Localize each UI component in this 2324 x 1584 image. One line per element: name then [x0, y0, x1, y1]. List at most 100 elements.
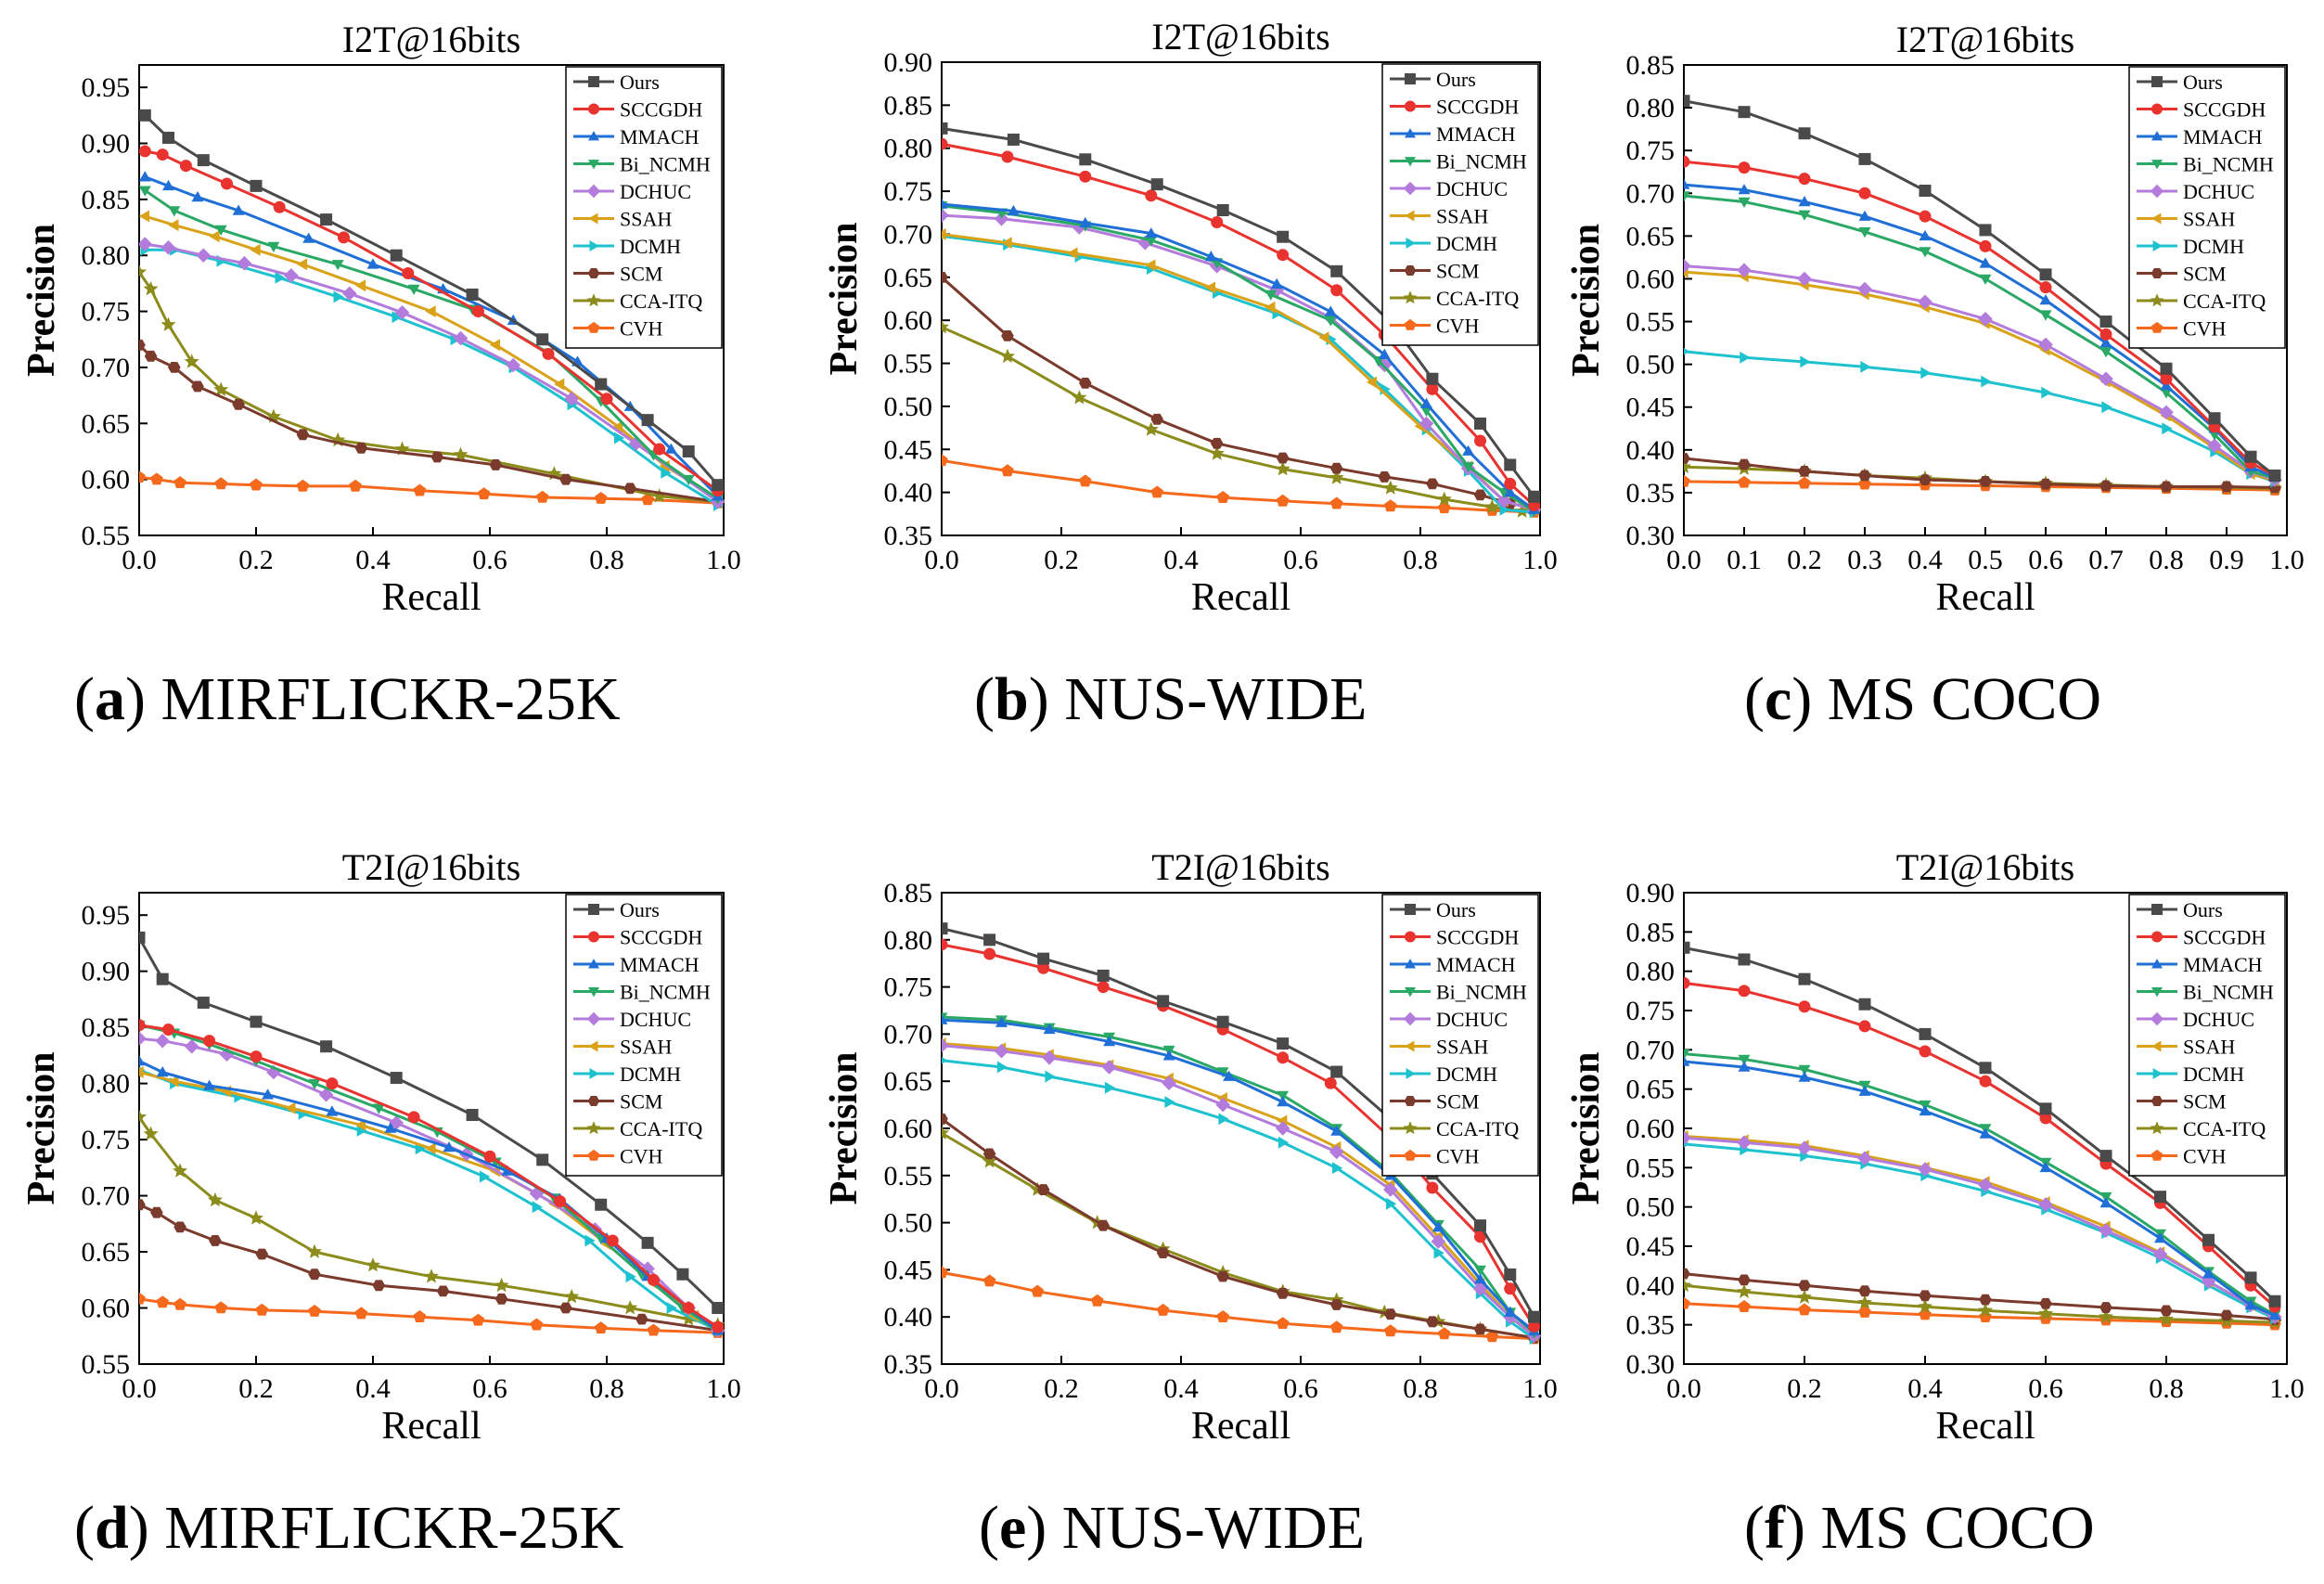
data-point-scm: [2039, 1297, 2052, 1309]
data-point-sccgdh: [1979, 1075, 1992, 1088]
data-point-scm: [1276, 452, 1290, 464]
series-line-ours: [1684, 99, 2276, 477]
x-tick-label: 0.6: [472, 1373, 507, 1404]
x-tick-label: 0.2: [238, 545, 274, 575]
data-point-scm: [168, 362, 181, 373]
data-point-bi_ncmh: [1265, 290, 1278, 301]
y-tick-label: 0.55: [884, 1161, 933, 1191]
data-point-scm: [1426, 478, 1439, 490]
data-point-sccgdh: [1504, 1282, 1517, 1295]
data-point-sccgdh: [542, 347, 555, 360]
data-point-cvh: [173, 1297, 186, 1310]
data-point-dcmh: [942, 1057, 948, 1064]
data-point-dcmh: [1499, 503, 1510, 516]
y-tick-label: 0.30: [1626, 1349, 1676, 1380]
data-point-mmach: [1324, 305, 1337, 316]
legend-marker-sccgdh: [2151, 103, 2163, 115]
data-point-sccgdh: [2160, 372, 2173, 385]
data-point-mmach: [1103, 1036, 1116, 1047]
legend-marker-dchuc: [586, 184, 601, 199]
data-point-scm: [2099, 480, 2112, 492]
data-point-dchuc: [394, 305, 410, 320]
data-point-bi_ncmh: [1145, 236, 1158, 247]
data-point-ours: [2099, 316, 2112, 328]
data-point-scm: [494, 1293, 508, 1305]
x-tick-label: 0.3: [1847, 545, 1882, 575]
data-point-scm: [150, 1206, 163, 1218]
y-tick-label: 0.60: [82, 1294, 131, 1324]
legend-marker-dcmh: [2152, 240, 2163, 251]
panel-dataset: MS COCO: [1820, 1494, 2094, 1562]
legend-label: DCHUC: [1436, 1008, 1508, 1031]
data-point-sccgdh: [179, 160, 192, 173]
legend-marker-bi_ncmh: [1405, 987, 1416, 998]
data-point-sccgdh: [221, 177, 233, 190]
data-point-bi_ncmh: [1738, 197, 1751, 208]
series-line-mmach: [1684, 1060, 2276, 1317]
y-tick-label: 0.45: [1626, 1231, 1676, 1262]
data-point-cvh: [1383, 1324, 1397, 1337]
data-point-cca-itq: [1275, 461, 1290, 476]
data-point-sccgdh: [1919, 210, 1932, 223]
y-tick-label: 0.50: [884, 1208, 933, 1239]
data-point-ours: [466, 288, 479, 301]
data-point-ssah: [139, 210, 149, 223]
x-tick-label: 0.6: [2028, 1373, 2063, 1404]
legend-label: CVH: [620, 1145, 663, 1168]
data-point-ours: [1504, 458, 1517, 471]
data-point-mmach: [2099, 1197, 2112, 1208]
data-point-scm: [1329, 462, 1343, 474]
data-point-scm: [354, 442, 368, 454]
data-point-mmach: [2154, 1232, 2166, 1243]
data-point-mmach: [1919, 1104, 1932, 1116]
y-axis-label: Precision: [823, 1052, 866, 1205]
data-point-sccgdh: [2039, 281, 2052, 294]
data-point-ours: [1474, 417, 1486, 430]
data-point-scm: [144, 350, 158, 362]
data-point-cca-itq: [1978, 1303, 1993, 1318]
legend-marker-dchuc: [1403, 181, 1418, 196]
data-point-ours: [2039, 1102, 2052, 1115]
data-point-bi_ncmh: [331, 260, 344, 271]
data-point-ours: [1079, 153, 1092, 166]
data-point-ours: [942, 122, 948, 135]
x-tick-label: 0.1: [1727, 545, 1762, 575]
y-tick-label: 0.70: [82, 1181, 131, 1212]
data-point-scm: [139, 1199, 146, 1211]
x-tick-label: 1.0: [706, 545, 741, 575]
data-point-ours: [1738, 106, 1751, 119]
data-point-ours: [1684, 941, 1690, 954]
data-point-dchuc: [155, 1033, 170, 1049]
data-point-cca-itq: [366, 1257, 380, 1272]
data-point-sccgdh: [1919, 1045, 1932, 1058]
series-line-dcmh: [1684, 1142, 2276, 1320]
y-tick-label: 0.60: [1626, 264, 1676, 294]
panel-dataset: NUS-WIDE: [1064, 665, 1367, 733]
data-point-cca-itq: [453, 446, 469, 461]
chart-panel-e: T2I@16bits 0.0 0.2 0.4 0.6 0.8 1.0 0.35 0.40 0.45…: [823, 846, 1558, 1562]
data-point-dchuc: [628, 436, 644, 451]
data-point-mmach: [1858, 1085, 1871, 1096]
data-point-scm: [1738, 1274, 1751, 1286]
y-tick-label: 0.75: [1626, 135, 1676, 166]
legend-marker-mmach: [2151, 131, 2163, 141]
data-point-scm: [1276, 1287, 1290, 1299]
x-axis-label: Recall: [381, 1405, 481, 1448]
data-point-ours: [2244, 1271, 2257, 1284]
legend-label: SSAH: [1436, 205, 1488, 228]
y-tick-label: 0.50: [1626, 350, 1676, 380]
legend-label: MMACH: [2183, 953, 2263, 976]
data-point-dcmh: [333, 290, 344, 303]
data-point-cvh: [1438, 501, 1451, 514]
data-point-mmach: [1919, 229, 1932, 241]
data-point-mmach: [302, 232, 315, 243]
legend-label: Bi_NCMH: [620, 981, 711, 1004]
data-point-scm: [2160, 481, 2173, 493]
legend-marker-bi_ncmh: [2151, 160, 2163, 170]
series-line-mmach: [942, 202, 1535, 511]
data-point-dchuc: [1042, 1050, 1057, 1065]
data-point-scm: [209, 1235, 222, 1246]
data-point-dchuc: [564, 391, 579, 406]
legend-marker-cvh: [587, 1149, 600, 1161]
data-point-scm: [1798, 466, 1811, 477]
